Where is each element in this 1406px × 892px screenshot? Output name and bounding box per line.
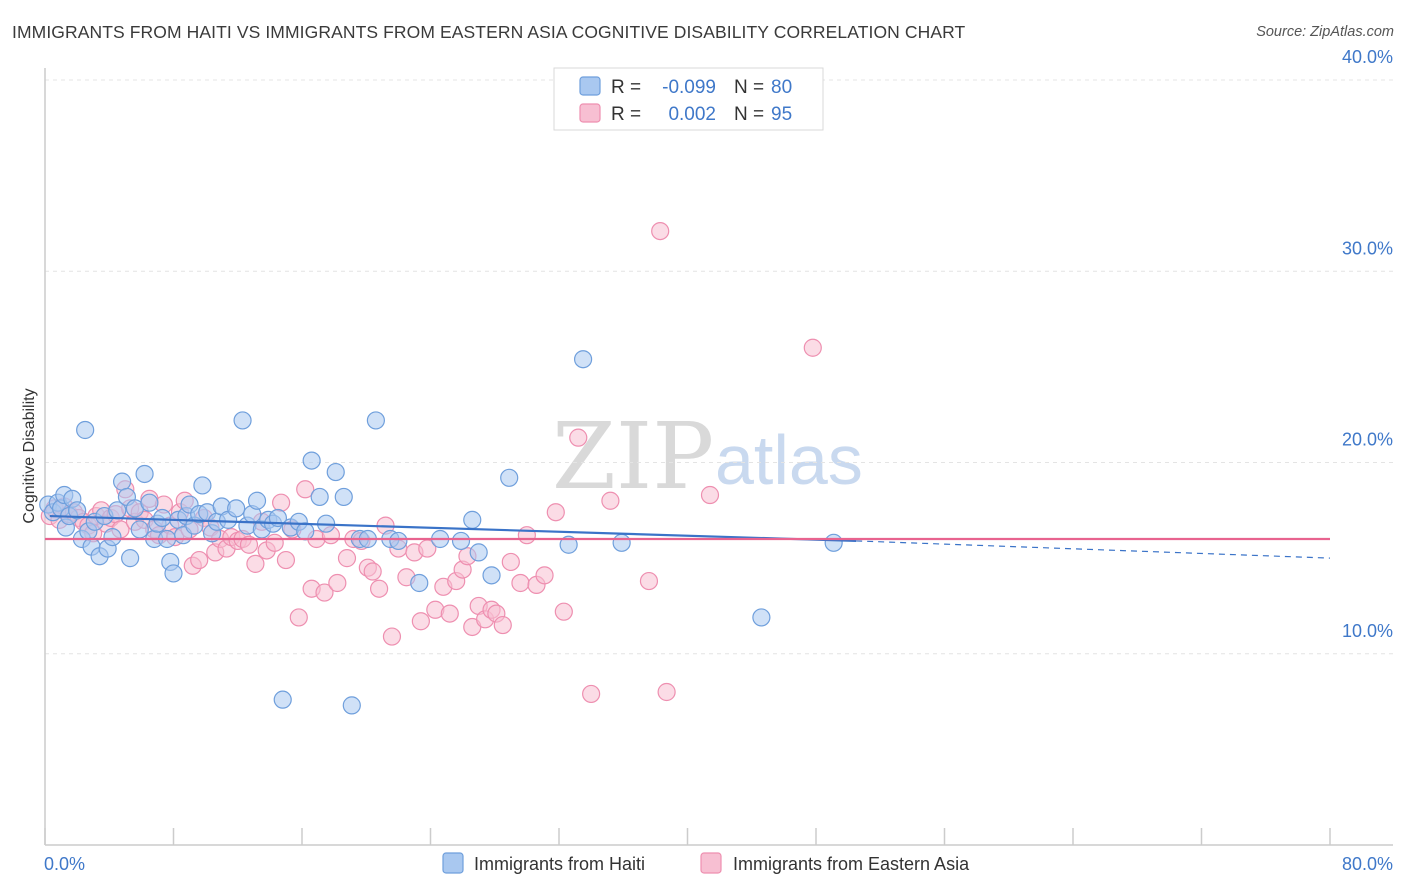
point-haiti	[469, 543, 488, 562]
series-legend-label-haiti: Immigrants from Haiti	[474, 854, 645, 874]
y-tick-label: 40.0%	[1342, 47, 1393, 67]
series-legend-label-eastern-asia: Immigrants from Eastern Asia	[733, 854, 970, 874]
point-eastern-asia	[535, 566, 554, 585]
point-haiti	[164, 564, 183, 583]
point-eastern-asia	[276, 550, 296, 570]
point-haiti	[193, 476, 212, 495]
point-eastern-asia	[493, 615, 512, 635]
point-haiti	[130, 520, 149, 539]
point-haiti	[247, 491, 267, 510]
point-haiti	[451, 531, 471, 551]
point-haiti	[103, 527, 122, 547]
legend-swatch-eastern-asia	[579, 103, 601, 123]
point-haiti	[366, 411, 385, 430]
point-eastern-asia	[337, 549, 357, 568]
x-tick-label-min: 0.0%	[44, 854, 85, 874]
point-haiti	[302, 451, 321, 470]
point-haiti	[112, 472, 132, 491]
point-eastern-asia	[546, 503, 565, 522]
point-eastern-asia	[265, 533, 284, 552]
point-eastern-asia	[289, 608, 308, 627]
y-tick-label: 10.0%	[1342, 621, 1393, 641]
point-eastern-asia	[328, 573, 347, 593]
point-eastern-asia	[440, 604, 459, 623]
legend-r-label-haiti: R =	[611, 77, 641, 98]
legend-r-value-haiti: -0.099	[662, 77, 716, 98]
point-haiti	[334, 487, 353, 507]
point-eastern-asia	[803, 338, 822, 357]
point-haiti	[135, 464, 154, 484]
point-eastern-asia	[370, 579, 389, 598]
series-legend: Immigrants from Haiti Immigrants from Ea…	[442, 852, 970, 874]
point-eastern-asia	[246, 554, 265, 573]
point-haiti	[296, 522, 315, 541]
point-haiti	[500, 468, 519, 487]
point-haiti	[389, 531, 408, 551]
watermark-atlas: atlas	[715, 421, 863, 499]
point-haiti	[410, 573, 429, 593]
point-haiti	[342, 696, 361, 715]
point-haiti	[233, 411, 252, 430]
point-eastern-asia	[239, 535, 259, 554]
point-haiti	[121, 549, 140, 568]
point-haiti	[310, 487, 329, 507]
point-haiti	[68, 501, 87, 520]
point-haiti	[326, 462, 345, 482]
point-haiti	[482, 566, 501, 585]
source-label: Source: ZipAtlas.com	[1256, 24, 1394, 40]
point-haiti	[153, 508, 172, 528]
point-eastern-asia	[601, 491, 620, 510]
point-eastern-asia	[501, 552, 520, 572]
point-haiti	[612, 533, 631, 552]
legend-n-value-eastern-asia: 95	[771, 104, 792, 125]
trendline-haiti	[49, 514, 857, 543]
point-haiti	[140, 493, 159, 512]
point-eastern-asia	[511, 573, 530, 593]
point-haiti	[463, 510, 482, 529]
point-eastern-asia	[582, 684, 601, 704]
x-tick-label-max: 80.0%	[1342, 854, 1393, 874]
point-eastern-asia	[639, 571, 659, 591]
legend-r-value-eastern-asia: 0.002	[668, 104, 716, 125]
point-eastern-asia	[411, 612, 430, 631]
y-tick-labels: 10.0% 20.0% 30.0% 40.0%	[1342, 47, 1393, 641]
point-eastern-asia	[700, 485, 720, 505]
series-legend-swatch-haiti	[442, 852, 464, 874]
legend-n-label-eastern-asia: N =	[734, 104, 764, 125]
point-haiti	[573, 350, 593, 369]
point-eastern-asia	[190, 550, 209, 570]
legend-swatch-haiti	[579, 76, 601, 96]
legend-n-value-haiti: 80	[771, 77, 792, 98]
y-axis-label: Cognitive Disability	[21, 388, 38, 523]
point-eastern-asia	[363, 562, 382, 581]
point-eastern-asia	[651, 221, 670, 241]
y-tick-label: 20.0%	[1342, 430, 1393, 450]
gridlines	[45, 79, 1393, 655]
point-eastern-asia	[569, 428, 588, 447]
point-haiti	[76, 420, 95, 440]
legend-r-label-eastern-asia: R =	[611, 104, 641, 125]
point-eastern-asia	[657, 682, 676, 702]
trend-lines	[45, 514, 1331, 559]
point-haiti	[227, 499, 246, 518]
y-tick-label: 30.0%	[1342, 238, 1393, 258]
point-haiti	[273, 690, 292, 709]
point-eastern-asia	[272, 493, 291, 512]
point-haiti	[824, 533, 843, 552]
legend-n-label-haiti: N =	[734, 77, 764, 98]
series-legend-swatch-eastern-asia	[700, 852, 722, 874]
point-haiti	[752, 608, 771, 627]
point-haiti	[559, 535, 578, 554]
point-eastern-asia	[517, 526, 536, 545]
correlation-legend: R = -0.099 N = 80 R = 0.002 N = 95	[553, 67, 824, 131]
watermark-zip: ZIP	[552, 403, 714, 510]
x-tick-marks	[44, 828, 1331, 845]
point-eastern-asia	[315, 583, 334, 602]
point-eastern-asia	[554, 602, 573, 621]
chart-title: IMMIGRANTS FROM HAITI VS IMMIGRANTS FROM…	[12, 22, 966, 42]
point-eastern-asia	[382, 627, 402, 646]
point-eastern-asia	[296, 480, 315, 499]
trendline-haiti-extension	[856, 540, 1331, 559]
